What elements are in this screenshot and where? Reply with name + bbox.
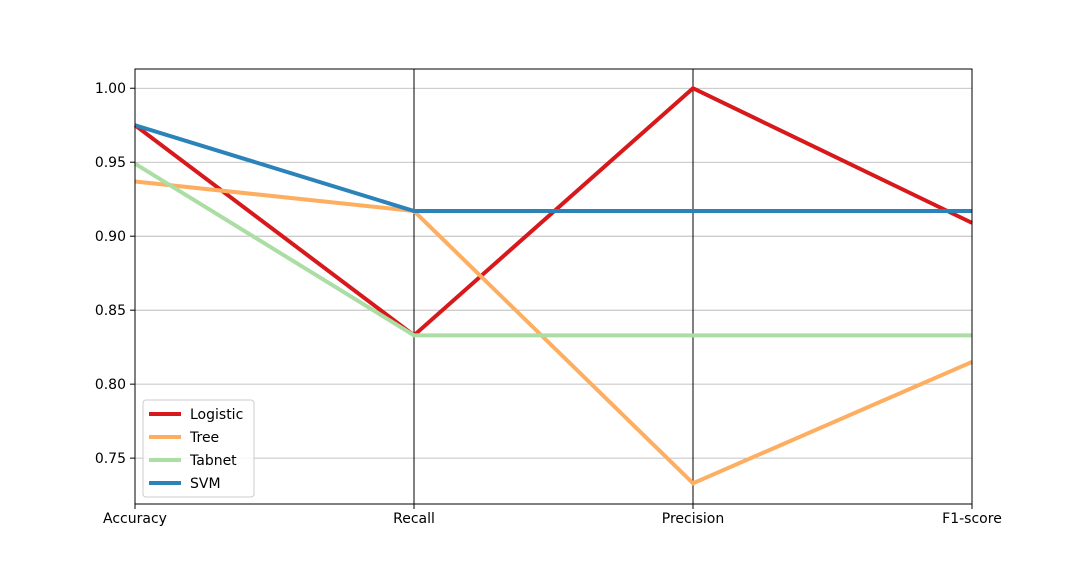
- ytick-label: 0.90: [95, 229, 126, 245]
- ytick-label: 1.00: [95, 81, 126, 97]
- xtick-label-accuracy: Accuracy: [103, 511, 167, 527]
- xtick-label-recall: Recall: [393, 511, 435, 527]
- ytick-label: 0.75: [95, 451, 126, 467]
- series-line-svm: [134, 123, 972, 214]
- legend-label-tabnet: Tabnet: [189, 453, 237, 469]
- grid-layer: [135, 87, 972, 459]
- vertical-axes: [134, 69, 973, 504]
- series-line-tabnet: [133, 161, 972, 338]
- legend: Logistic Tree Tabnet SVM: [142, 399, 255, 498]
- ytick-label: 0.85: [95, 303, 126, 319]
- xtick-label-f1-score: F1-score: [942, 511, 1002, 527]
- legend-label-tree: Tree: [189, 430, 219, 446]
- legend-box: [142, 399, 255, 498]
- series-line-tree: [134, 179, 973, 486]
- legend-label-logistic: Logistic: [190, 407, 243, 423]
- legend-label-svm: SVM: [190, 476, 221, 492]
- series-lines: [133, 85, 973, 486]
- y-axis-ticks: 0.75 0.80 0.85 0.90 0.95 1.00: [95, 81, 135, 467]
- ytick-label: 0.95: [95, 155, 126, 171]
- xtick-label-precision: Precision: [662, 511, 724, 527]
- x-axis-labels: Accuracy Recall Precision F1-score: [103, 504, 1002, 527]
- ytick-label: 0.80: [95, 377, 126, 393]
- plot-frame: [134, 68, 973, 505]
